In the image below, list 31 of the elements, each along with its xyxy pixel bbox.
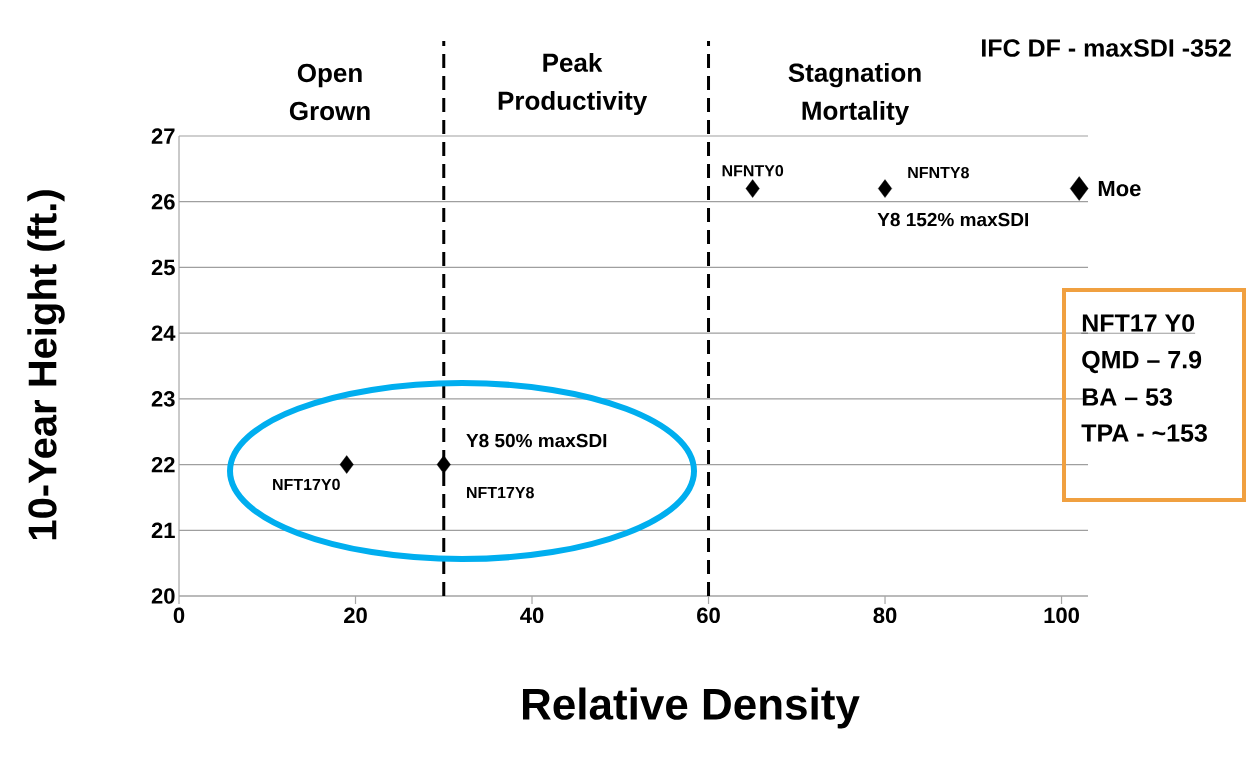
x-tick-label: 20 (344, 607, 367, 624)
annotation: NFT17 Y0 (1082, 314, 1195, 332)
text: Open Grown (289, 63, 370, 121)
annotation: Moe (1098, 180, 1141, 197)
text: Peak Productivity (498, 52, 648, 116)
chart-title: IFC DF - maxSDI -352 (982, 39, 1231, 57)
y-axis-title: 10-Year Height (ft.) (27, 190, 65, 540)
y-tick-label: 24 (151, 325, 176, 341)
x-tick-label: 80 (873, 607, 897, 624)
y-tick-label: 27 (151, 128, 175, 144)
annotation: BA – 53 (1082, 388, 1172, 406)
annotation: NFT17Y8 (467, 486, 534, 499)
y-tick-label: 21 (151, 522, 175, 538)
annotation: Y8 50% maxSDI (466, 433, 607, 448)
annotation: QMD – 7.9 (1082, 350, 1202, 374)
y-tick-label: 20 (151, 588, 175, 604)
x-tick-label: 60 (697, 607, 720, 624)
annotation: TPA - ~153 (1081, 424, 1207, 442)
y-tick-label: 25 (151, 259, 175, 276)
y-tick-label: 22 (151, 456, 175, 473)
x-tick-label: 0 (173, 607, 185, 624)
annotation: NFT17Y0 (273, 478, 340, 491)
x-tick-label: 40 (520, 607, 544, 624)
y-tick-label: 26 (151, 193, 175, 210)
x-tick-label: 100 (1044, 607, 1079, 624)
x-axis-title: Relative Density (522, 687, 860, 729)
annotation: Y8 152% maxSDI (877, 212, 1028, 227)
y-tick-label: 23 (151, 391, 175, 407)
annotation: NFNTY8 (908, 166, 969, 179)
text: Stagnation Mortality (788, 62, 921, 126)
annotation: NFNTY0 (722, 165, 784, 177)
